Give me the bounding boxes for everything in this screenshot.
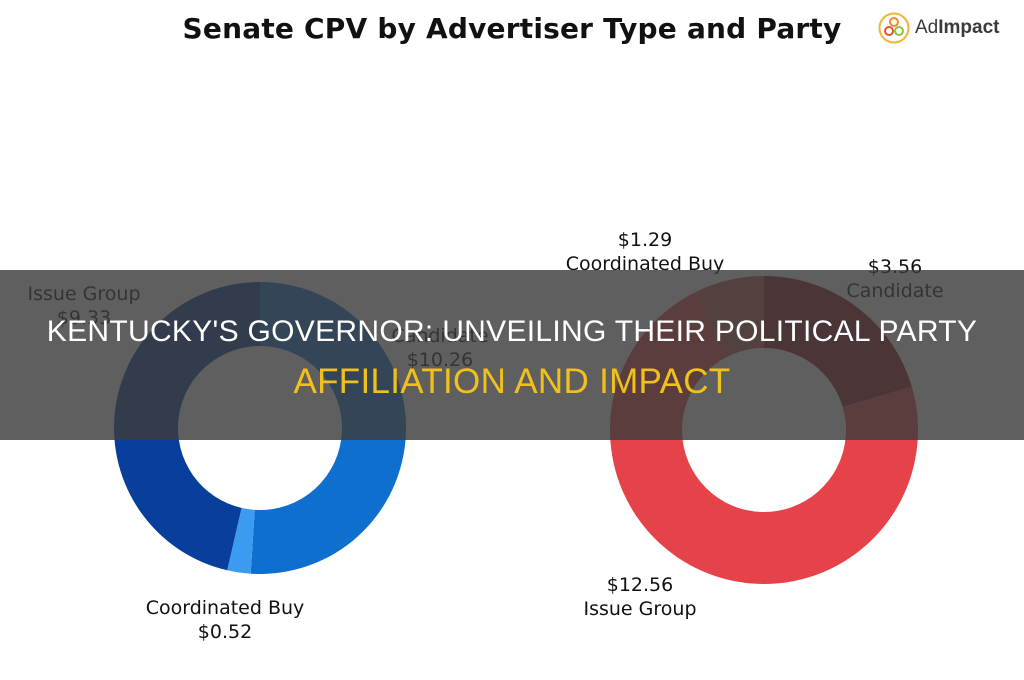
label-rep-issue-group: $12.56 Issue Group [583, 574, 697, 620]
logo-text: AdImpact [915, 17, 1000, 38]
donut-segment-coordinated-buy [227, 507, 255, 574]
title-overlay-band [0, 270, 1024, 440]
chart-title: Senate CPV by Advertiser Type and Party [182, 12, 842, 45]
headline-line-1: KENTUCKY'S GOVERNOR: UNVEILING THEIR POL… [46, 315, 978, 348]
label-rep-coordinated-buy: $1.29 Coordinated Buy [565, 229, 725, 275]
adimpact-logo-icon [878, 12, 910, 44]
label-dem-coordinated-buy: Coordinated Buy $0.52 [145, 597, 305, 643]
adimpact-logo: AdImpact [878, 12, 1000, 44]
headline-line-2: AFFILIATION AND IMPACT [293, 362, 731, 401]
